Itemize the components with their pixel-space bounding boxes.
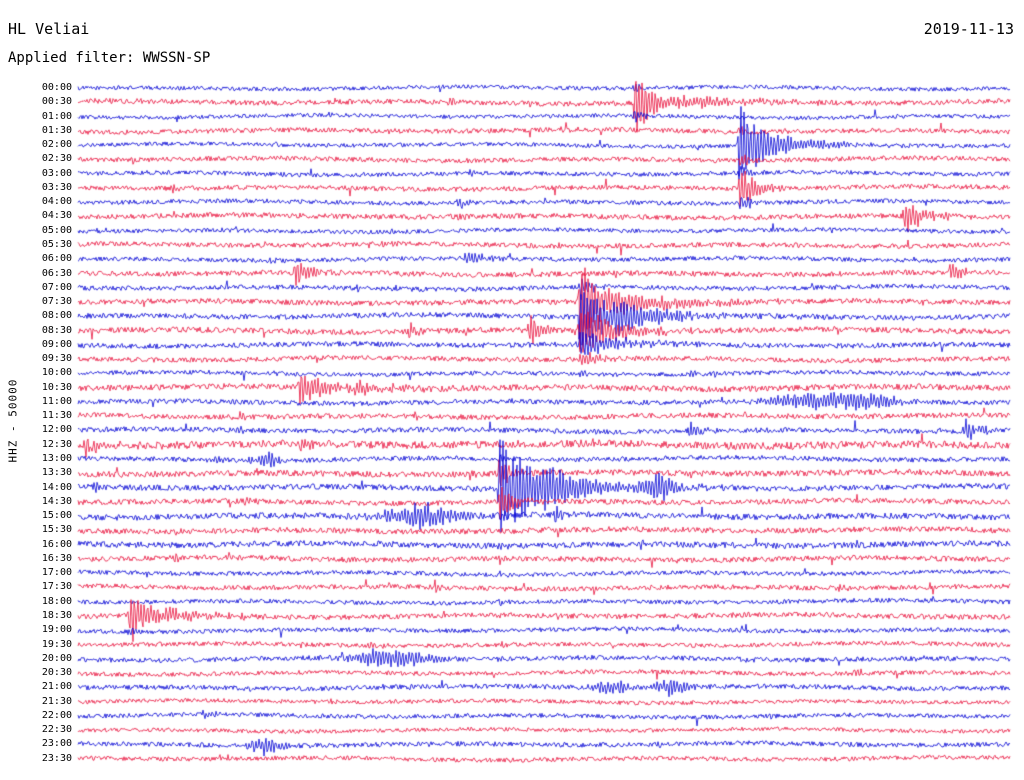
row-label: 18:30	[41, 609, 72, 621]
row-label: 14:30	[41, 495, 72, 507]
row-label: 16:30	[41, 552, 72, 564]
row-label: 10:00	[41, 367, 72, 379]
row-label: 09:00	[41, 338, 72, 350]
row-label: 19:30	[41, 638, 72, 650]
row-label: 13:30	[41, 467, 72, 479]
row-label: 11:00	[41, 395, 72, 407]
row-label: 01:00	[41, 110, 72, 122]
row-label: 06:30	[41, 267, 72, 279]
row-label: 12:00	[41, 424, 72, 436]
row-label: 20:30	[41, 667, 72, 679]
row-label: 11:30	[41, 410, 72, 422]
row-label: 07:00	[41, 281, 72, 293]
row-label: 18:00	[41, 595, 72, 607]
row-label: 05:00	[41, 224, 72, 236]
row-label: 15:30	[41, 524, 72, 536]
row-label: 20:00	[41, 652, 72, 664]
row-label: 02:00	[41, 139, 72, 151]
row-label: 02:30	[41, 153, 72, 165]
row-label: 21:00	[41, 681, 72, 693]
row-label: 08:30	[41, 324, 72, 336]
row-label: 22:00	[41, 709, 72, 721]
row-label: 16:00	[41, 538, 72, 550]
row-label: 05:30	[41, 238, 72, 250]
filter-label: Applied filter: WWSSN-SP	[8, 50, 211, 66]
row-label: 12:30	[41, 438, 72, 450]
row-label: 04:30	[41, 210, 72, 222]
row-label: 13:00	[41, 453, 72, 465]
row-label: 15:00	[41, 510, 72, 522]
row-label: 23:00	[41, 738, 72, 750]
row-label: 06:00	[41, 253, 72, 265]
row-label: 07:30	[41, 296, 72, 308]
row-label: 21:30	[41, 695, 72, 707]
row-label: 17:00	[41, 567, 72, 579]
row-label: 09:30	[41, 353, 72, 365]
row-label: 10:30	[41, 381, 72, 393]
station-name: HL Veliai	[8, 20, 90, 38]
row-label: 04:00	[41, 196, 72, 208]
row-label: 00:00	[41, 82, 72, 93]
row-label: 22:30	[41, 724, 72, 736]
row-label: 08:00	[41, 310, 72, 322]
date-label: 2019-11-13	[923, 20, 1014, 38]
row-label: 03:00	[41, 167, 72, 179]
row-label: 23:30	[41, 752, 72, 764]
row-label: 17:30	[41, 581, 72, 593]
y-axis-label: HHZ - 50000	[6, 378, 20, 463]
row-label: 14:00	[41, 481, 72, 493]
row-label: 01:30	[41, 124, 72, 136]
row-label: 19:00	[41, 624, 72, 636]
row-label: 00:30	[41, 96, 72, 108]
row-label: 03:30	[41, 181, 72, 193]
